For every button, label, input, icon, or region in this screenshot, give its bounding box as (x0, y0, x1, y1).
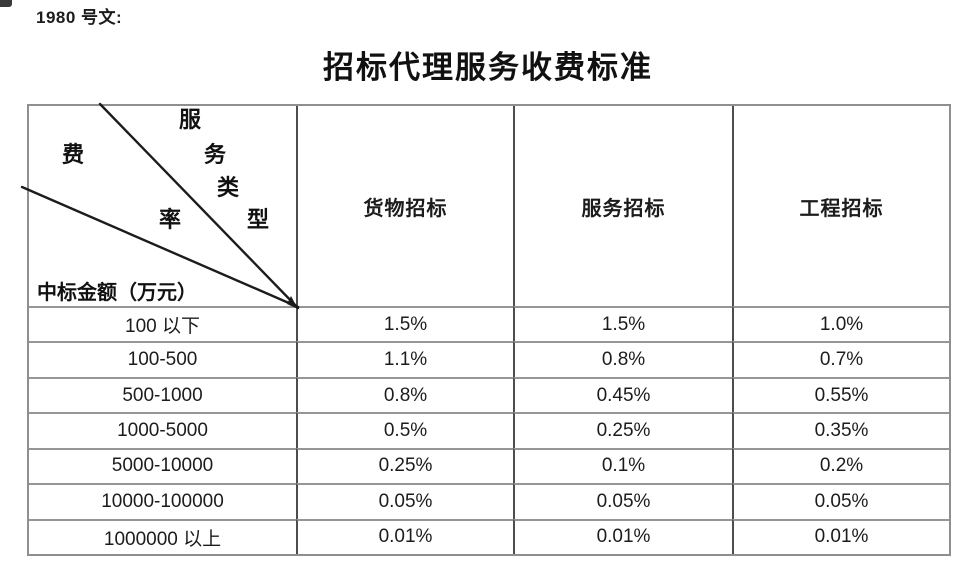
corner-axis-char: 费 (62, 142, 85, 167)
fee-cell: 0.2% (732, 447, 949, 484)
corner-axis-char: 率 (159, 207, 182, 232)
fee-cell: 1.0% (732, 306, 949, 342)
corner-axis-char: 务 (204, 142, 227, 167)
fee-cell: 1.1% (296, 341, 513, 377)
row-label: 100 以下 (29, 306, 296, 341)
fee-cell: 0.45% (513, 376, 732, 413)
col-header-works: 工程招标 (732, 106, 949, 306)
corner-cell: 服 务 类 型 费 率 中标金额（万元） (20, 102, 300, 310)
fee-cell: 0.01% (513, 518, 732, 554)
row-label: 1000000 以上 (29, 518, 296, 554)
corner-axis-char: 型 (247, 207, 270, 232)
row-label: 500-1000 (29, 376, 296, 412)
doc-number: 1980 号文: (36, 8, 123, 27)
fee-cell: 1.5% (513, 306, 732, 342)
fee-cell: 0.7% (732, 341, 949, 377)
corner-axis-char: 服 (179, 107, 202, 132)
arrow-tip (287, 296, 298, 309)
fee-cell: 0.55% (732, 376, 949, 413)
fee-cell: 0.1% (513, 447, 732, 484)
fee-cell: 0.01% (296, 518, 513, 554)
fee-cell: 0.8% (296, 376, 513, 413)
page-title: 招标代理服务收费标准 (323, 50, 653, 85)
fee-cell: 0.01% (732, 518, 949, 554)
fee-cell: 0.5% (296, 412, 513, 448)
row-label: 10000-100000 (29, 483, 296, 518)
col-header-services: 服务招标 (513, 106, 732, 306)
fee-cell: 0.25% (296, 447, 513, 484)
corner-bottom-label: 中标金额（万元） (37, 282, 197, 304)
diagonal-split-lines (20, 102, 300, 310)
col-header-goods: 货物招标 (296, 106, 513, 306)
corner-axis-char: 类 (217, 175, 240, 200)
fee-cell: 0.05% (732, 483, 949, 519)
fee-cell: 1.5% (296, 306, 513, 342)
row-label: 100-500 (29, 341, 296, 376)
row-label: 5000-10000 (29, 447, 296, 483)
fee-cell: 0.35% (732, 412, 949, 448)
fee-cell: 0.05% (296, 483, 513, 519)
fee-table: 服 务 类 型 费 率 中标金额（万元） 货物招标 服务招标 工程招标 100 … (20, 102, 951, 556)
fee-cell: 0.05% (513, 483, 732, 519)
page-corner-artifact (0, 0, 12, 7)
row-label: 1000-5000 (29, 412, 296, 447)
fee-cell: 0.25% (513, 412, 732, 448)
fee-cell: 0.8% (513, 341, 732, 377)
